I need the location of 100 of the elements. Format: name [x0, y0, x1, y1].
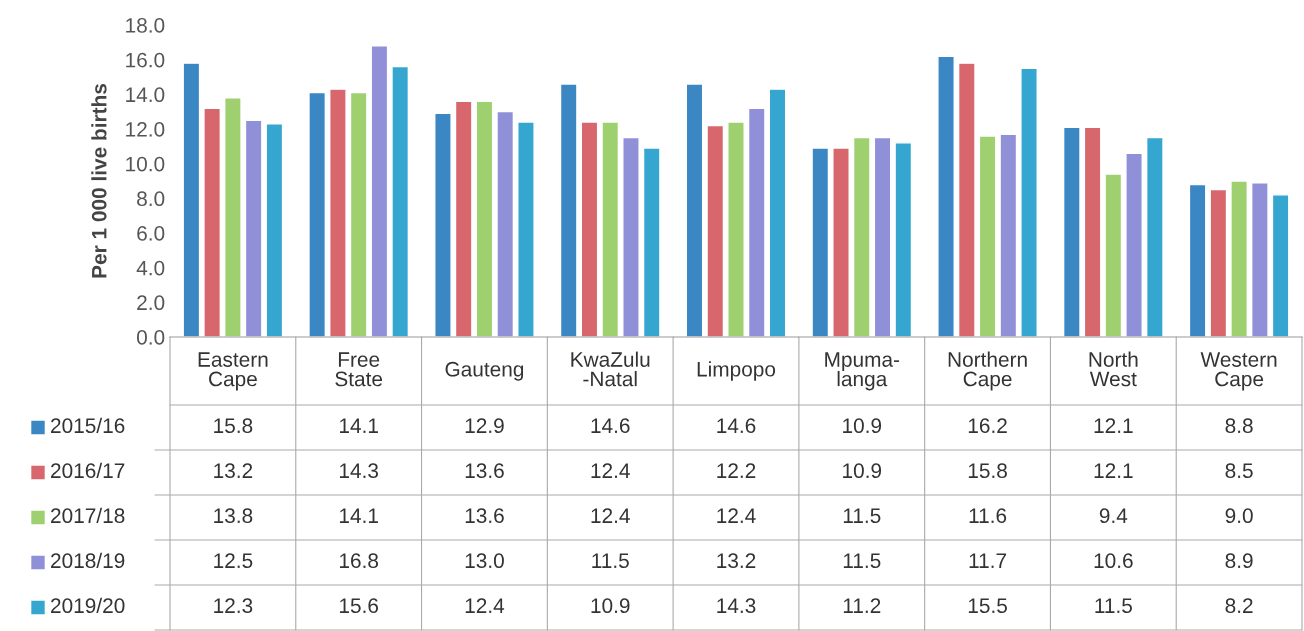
legend-label: 2018/19: [51, 552, 125, 569]
data-label: 13.6: [465, 463, 504, 479]
data-label: 15.6: [339, 598, 379, 614]
data-label: 16.2: [968, 418, 1007, 434]
bar: [182, 62, 201, 337]
x-tick-label: Northern Cape: [948, 351, 1027, 391]
data-label: 12.4: [717, 508, 756, 523]
bar: [370, 45, 389, 337]
y-tick-label: 8.0: [137, 191, 165, 207]
bar: [391, 65, 410, 337]
bar: [203, 107, 222, 337]
bar: [642, 147, 661, 337]
bar: [224, 97, 242, 337]
y-tick-label: 4.0: [136, 260, 165, 276]
data-label: 12.4: [465, 598, 505, 613]
x-tick-label: KwaZulu -Natal: [571, 351, 650, 387]
bar: [1250, 182, 1269, 337]
bar: [1125, 152, 1143, 337]
data-label: 12.2: [717, 463, 756, 478]
y-tick-label: 0.0: [136, 330, 165, 345]
x-tick-label: Mpuma- langa: [825, 352, 900, 391]
y-tick-label: 2.0: [137, 295, 165, 311]
data-label: 9.4: [1099, 508, 1128, 524]
data-label: 9.0: [1225, 508, 1253, 524]
data-label: 11.6: [969, 508, 1007, 524]
bar: [706, 124, 725, 337]
x-tick-label: Western Cape: [1200, 352, 1277, 391]
data-label: 10.9: [843, 418, 882, 434]
data-label: 10.9: [591, 598, 630, 614]
data-label: 11.5: [1095, 598, 1132, 614]
x-tick-label: Gauteng: [445, 361, 524, 381]
legend-label: 2017/18: [51, 507, 125, 524]
bar: [308, 91, 327, 337]
data-label: 14.3: [717, 598, 756, 614]
bar: [601, 121, 620, 337]
data-label: 13.2: [717, 553, 756, 569]
bar: [832, 147, 850, 337]
bar: [727, 121, 745, 337]
bar: [1230, 180, 1248, 337]
data-label: 12.4: [591, 508, 630, 523]
bar: [1145, 136, 1164, 337]
x-tick-label: Limpopo: [697, 361, 776, 381]
legend-label: 2016/17: [51, 462, 125, 479]
data-label: 16.8: [339, 553, 379, 569]
bar: [852, 136, 871, 337]
data-label: 8.8: [1225, 418, 1253, 434]
x-tick-label: Eastern Cape: [198, 352, 268, 391]
bar: [329, 88, 347, 337]
y-tick-label: 16.0: [126, 52, 165, 68]
bar: [517, 121, 535, 337]
bar: [1020, 67, 1038, 337]
data-label: 13.0: [465, 553, 504, 569]
bar: [434, 112, 452, 337]
data-label: 11.5: [592, 553, 629, 569]
data-label: 8.2: [1225, 598, 1253, 614]
bar: [1209, 188, 1228, 337]
y-tick-label: 6.0: [137, 226, 165, 241]
data-label: 14.1: [339, 418, 378, 433]
data-label: 14.6: [591, 418, 630, 434]
bar: [265, 123, 284, 337]
legend-label: 2015/16: [51, 417, 125, 434]
bar: [1104, 173, 1123, 337]
data-label: 12.4: [591, 463, 630, 478]
data-label: 13.2: [214, 463, 253, 479]
bar: [559, 83, 578, 337]
y-axis-title: Per 1 000 live births: [91, 83, 107, 278]
bar: [999, 133, 1018, 337]
x-tick-label: North West: [1089, 351, 1138, 387]
y-tick-label: 10.0: [126, 156, 165, 172]
bar: [349, 91, 368, 337]
bar: [747, 107, 766, 337]
bar: [580, 121, 599, 337]
data-label: 12.3: [214, 598, 253, 614]
bar: [1188, 183, 1207, 337]
y-tick-label: 18.0: [126, 18, 165, 33]
y-tick-label: 12.0: [126, 122, 165, 137]
data-label: 8.5: [1225, 463, 1253, 479]
data-label: 15.5: [968, 598, 1007, 614]
data-label: 12.1: [1094, 463, 1133, 478]
data-label: 11.2: [843, 598, 881, 613]
y-tick-label: 14.0: [126, 87, 165, 103]
data-label: 11.7: [969, 553, 1007, 568]
data-label: 10.6: [1094, 553, 1133, 569]
bar: [894, 142, 913, 337]
legend-label: 2019/20: [51, 597, 125, 614]
data-label: 15.8: [968, 463, 1007, 479]
bar: [622, 136, 640, 337]
data-label: 11.5: [843, 553, 881, 569]
x-tick-label: Free State: [335, 352, 383, 387]
data-label: 8.9: [1225, 553, 1253, 569]
data-label: 13.6: [465, 508, 504, 524]
data-label: 14.3: [339, 463, 379, 479]
bar: [811, 147, 830, 337]
data-label: 15.8: [214, 418, 253, 434]
bar: [454, 100, 473, 337]
bar: [685, 83, 704, 337]
data-label: 10.9: [843, 463, 882, 479]
bar: [768, 88, 787, 337]
data-label: 11.5: [843, 508, 881, 524]
bar: [957, 62, 976, 337]
